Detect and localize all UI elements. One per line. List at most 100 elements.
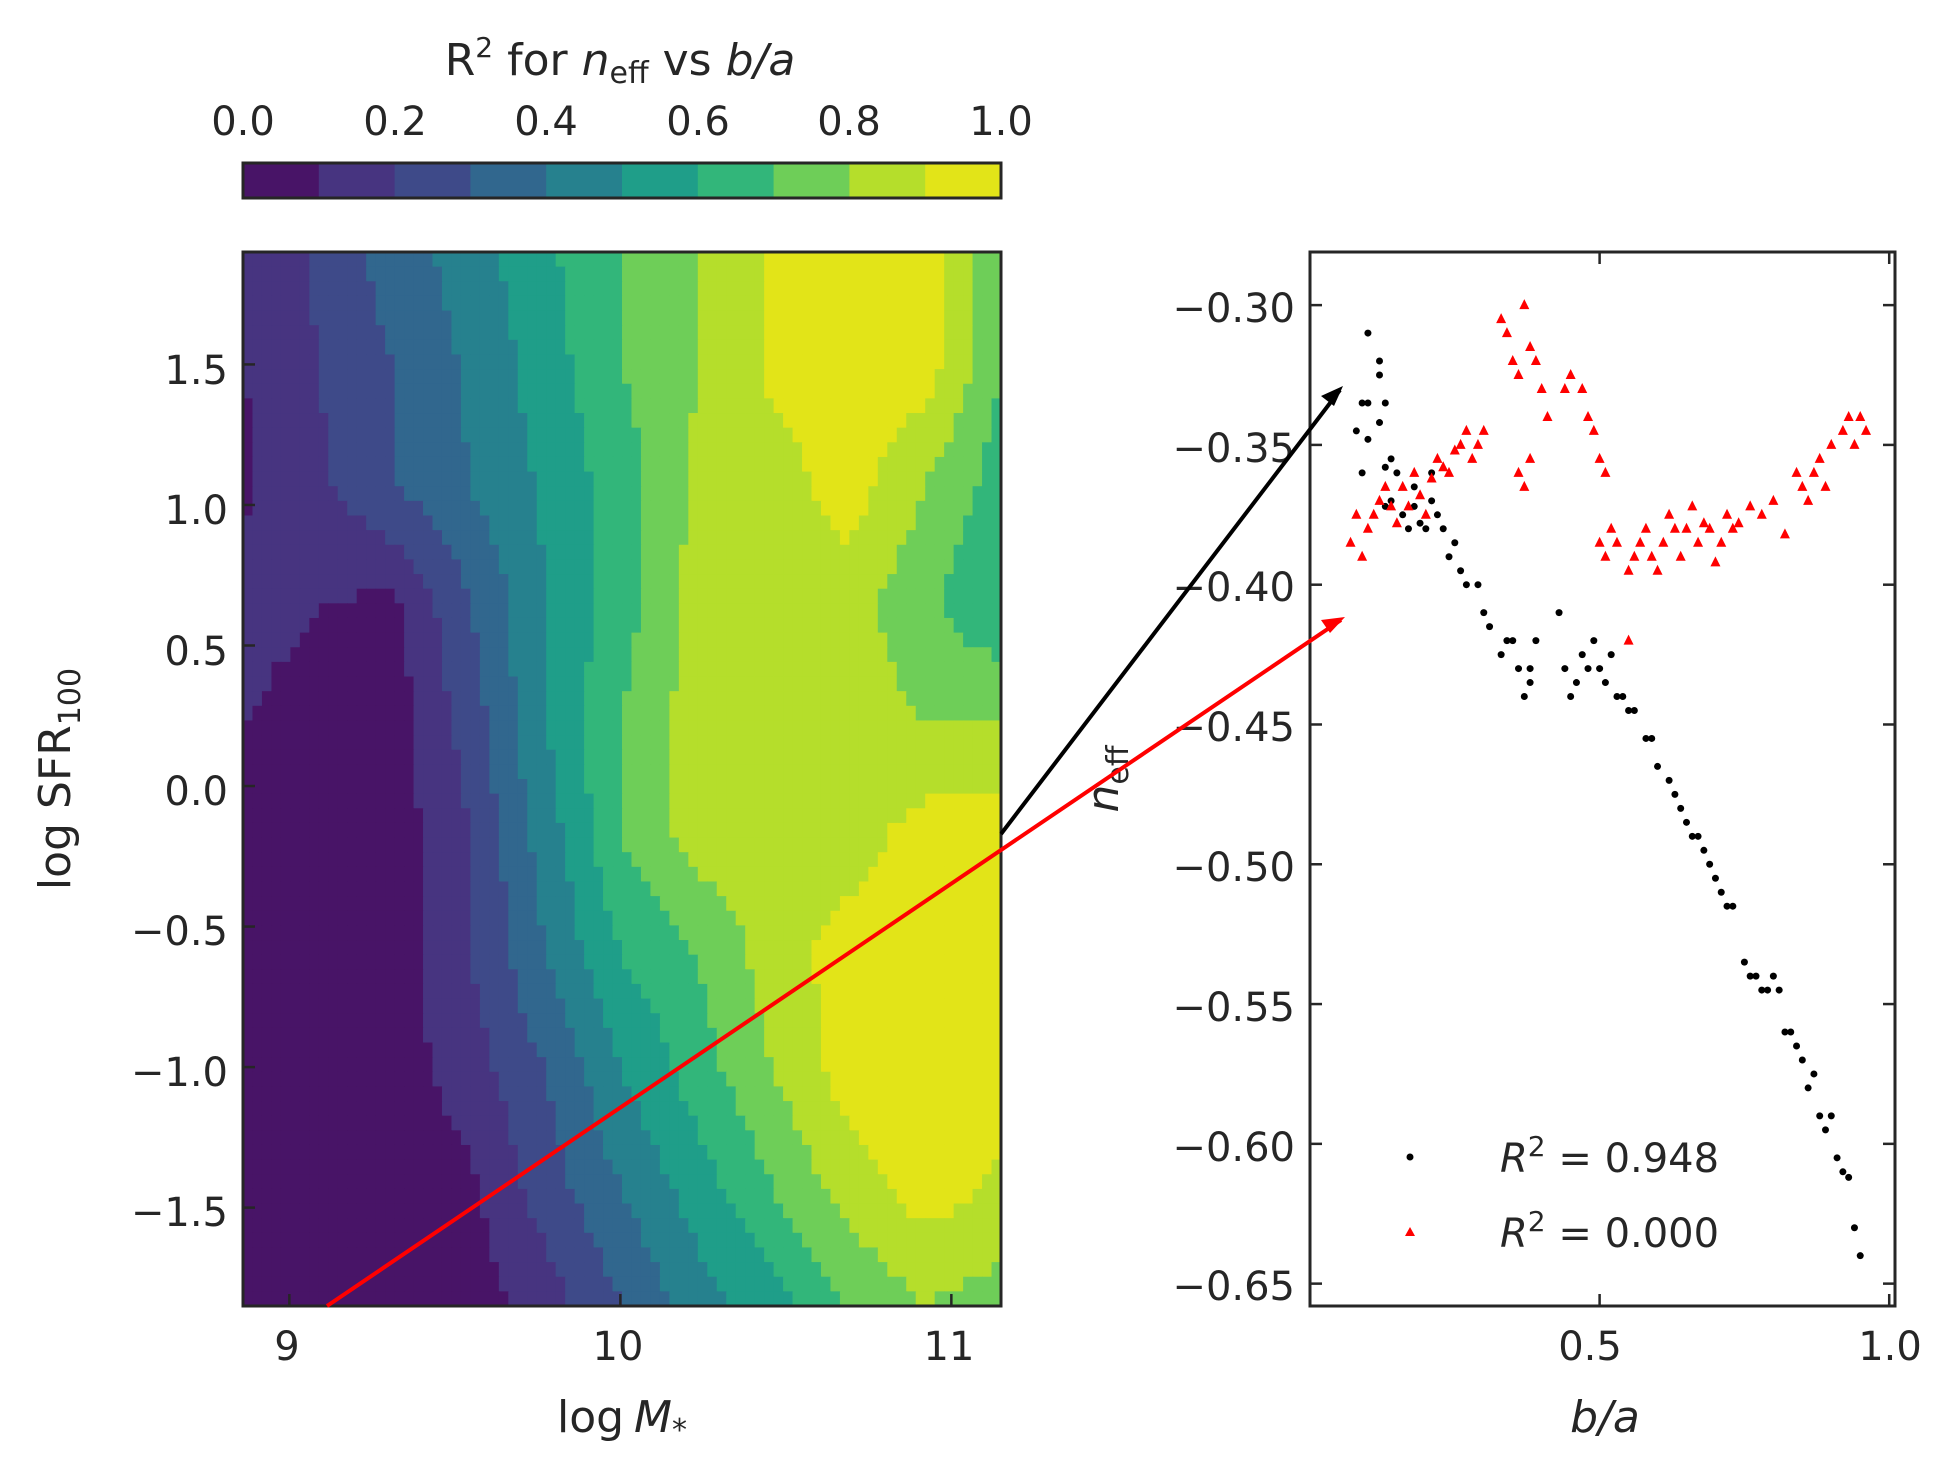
contour-cell: [366, 310, 377, 326]
contour-cell: [508, 1042, 519, 1058]
contour-cell: [318, 500, 329, 517]
contour-cell: [536, 881, 547, 897]
contour-cell: [669, 896, 680, 912]
contour-cell: [536, 354, 547, 370]
contour-cell: [925, 896, 936, 912]
contour-cell: [697, 442, 708, 458]
contour-cell: [280, 705, 291, 722]
contour-cell: [631, 691, 642, 707]
contour-cell: [280, 295, 291, 312]
contour-cell: [802, 339, 813, 356]
contour-cell: [650, 647, 661, 663]
contour-cell: [299, 720, 310, 736]
contour-cell: [261, 940, 273, 956]
contour-cell: [261, 1115, 273, 1131]
contour-cell: [754, 808, 765, 824]
contour-cell: [963, 1130, 974, 1146]
contour-cell: [745, 310, 756, 326]
contour-cell: [603, 515, 614, 531]
contour-cell: [318, 325, 329, 341]
contour-cell: [659, 427, 670, 443]
contour-cell: [839, 925, 850, 941]
contour-cell: [252, 1071, 263, 1088]
contour-cell: [839, 544, 850, 561]
contour-cell: [953, 720, 964, 736]
contour-cell: [574, 910, 585, 926]
contour-cell: [764, 881, 775, 897]
contour-cell: [347, 1027, 358, 1044]
contour-cell: [498, 647, 509, 663]
contour-cell: [546, 954, 557, 970]
contour-cell: [764, 632, 775, 648]
contour-cell: [659, 413, 670, 429]
contour-cell: [489, 735, 500, 751]
contour-cell: [555, 339, 566, 356]
contour-cell: [243, 969, 254, 985]
contour-cell: [688, 325, 699, 341]
contour-cell: [517, 310, 528, 326]
contour-cell: [953, 793, 964, 809]
contour-cell: [565, 398, 576, 414]
contour-cell: [849, 1042, 860, 1058]
contour-cell: [328, 310, 339, 326]
contour-cell: [953, 486, 964, 502]
contour-cell: [887, 720, 898, 736]
contour-cell: [868, 559, 879, 575]
contour-cell: [650, 735, 661, 751]
contour-cell: [565, 383, 576, 399]
contour-cell: [887, 661, 898, 678]
contour-cell: [991, 764, 1001, 780]
contour-cell: [375, 691, 386, 707]
contour-cell: [243, 281, 254, 297]
contour-cell: [839, 647, 850, 663]
contour-cell: [906, 969, 917, 985]
contour-cell: [802, 1057, 813, 1073]
contour-cell: [252, 281, 263, 297]
contour-cell: [470, 749, 481, 765]
contour-cell: [858, 866, 869, 883]
contour-cell: [366, 427, 377, 443]
contour-cell: [394, 647, 405, 663]
contour-cell: [982, 764, 993, 780]
contour-cell: [508, 427, 519, 443]
contour-cell: [280, 383, 291, 399]
contour-cell: [640, 369, 652, 385]
contour-cell: [555, 559, 566, 575]
contour-cell: [261, 617, 273, 634]
contour-cell: [451, 661, 462, 678]
contour-cell: [603, 339, 614, 356]
contour-cell: [413, 735, 424, 751]
contour-cell: [261, 603, 273, 619]
contour-cell: [925, 617, 936, 634]
contour-cell: [650, 881, 661, 897]
contour-cell: [413, 1071, 424, 1088]
contour-cell: [423, 544, 434, 561]
contour-cell: [593, 808, 604, 824]
contour-cell: [280, 910, 291, 926]
contour-cell: [802, 427, 813, 443]
contour-cell: [982, 705, 993, 722]
contour-cell: [299, 764, 310, 780]
contour-cell: [659, 500, 670, 517]
contour-cell: [451, 1013, 462, 1029]
contour-cell: [991, 603, 1001, 619]
contour-cell: [991, 544, 1001, 561]
contour-cell: [603, 530, 614, 546]
contour-cell: [432, 427, 443, 443]
contour-cell: [839, 500, 850, 517]
contour-cell: [498, 896, 509, 912]
contour-cell: [299, 1130, 310, 1146]
contour-cell: [906, 983, 917, 1000]
contour-cell: [366, 881, 377, 897]
contour-cell: [394, 1101, 405, 1117]
contour-cell: [508, 910, 519, 926]
contour-cell: [356, 456, 367, 473]
contour-cell: [489, 1013, 500, 1029]
contour-cell: [707, 881, 718, 897]
contour-cell: [290, 764, 301, 780]
contour-cell: [413, 530, 424, 546]
contour-cell: [944, 515, 955, 531]
contour-cell: [896, 252, 907, 268]
contour-cell: [982, 515, 993, 531]
contour-cell: [820, 442, 832, 458]
